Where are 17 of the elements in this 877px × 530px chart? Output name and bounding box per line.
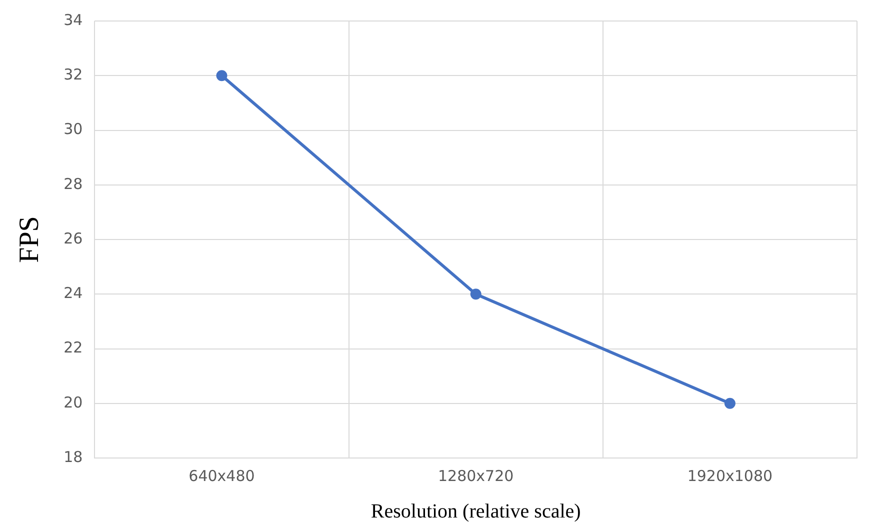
x-axis-title: Resolution (relative scale) (370, 500, 581, 522)
y-tick-label: 30 (64, 120, 83, 138)
y-tick-label: 32 (64, 66, 83, 84)
x-tick-label: 1920x1080 (687, 466, 773, 485)
y-tick-label: 20 (64, 393, 83, 412)
y-tick-label: 26 (64, 229, 83, 248)
point (724, 398, 736, 409)
y-tick-label: 18 (64, 448, 83, 466)
y-tick-label: 22 (64, 338, 83, 357)
point (470, 288, 482, 300)
y-tick-label: 28 (64, 174, 83, 193)
point (216, 70, 228, 82)
y-tick-label: 24 (64, 284, 83, 302)
y-tick-label: 34 (64, 10, 83, 29)
x-tick-label: 640x480 (188, 466, 255, 485)
x-tick-label: 1280x720 (438, 466, 514, 485)
y-axis-title: FPS (14, 216, 46, 263)
